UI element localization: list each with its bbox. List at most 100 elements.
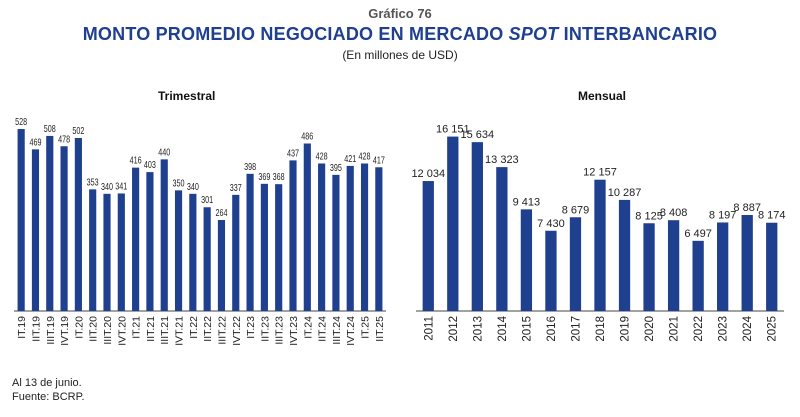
value-label: 13 323 bbox=[485, 154, 519, 166]
x-tick-label: 2023 bbox=[718, 316, 730, 342]
x-tick-label: IT.24 bbox=[302, 316, 314, 339]
x-tick-label: 2020 bbox=[644, 316, 656, 342]
x-tick-label: IT.21 bbox=[131, 316, 143, 339]
title-text-2: INTERBANCARIO bbox=[558, 24, 718, 44]
value-label: 398 bbox=[244, 161, 256, 172]
value-label: 350 bbox=[173, 177, 185, 188]
x-tick-label: 2013 bbox=[472, 316, 484, 342]
x-tick-label: IVT.22 bbox=[231, 316, 243, 346]
x-tick-label: IT.25 bbox=[360, 316, 372, 339]
x-tick-label: IIT.24 bbox=[317, 316, 329, 342]
footnote: Al 13 de junio. bbox=[12, 377, 82, 389]
value-label: 337 bbox=[230, 182, 242, 193]
bar-2019 bbox=[618, 199, 631, 311]
bar-IT.25 bbox=[360, 163, 369, 311]
value-label: 369 bbox=[258, 171, 270, 182]
bar-IIT.19 bbox=[31, 149, 40, 311]
value-label: 395 bbox=[330, 162, 342, 173]
x-tick-label: IIIT.22 bbox=[216, 316, 228, 345]
x-tick-label: IIT.25 bbox=[374, 316, 386, 342]
bar-IIIT.22 bbox=[217, 220, 226, 311]
bar-IT.23 bbox=[246, 173, 254, 311]
x-tick-label: IIT.19 bbox=[30, 316, 42, 342]
bar-IIT.24 bbox=[318, 163, 326, 311]
bar-2021 bbox=[667, 220, 680, 311]
x-tick-label: IVT.19 bbox=[59, 316, 71, 346]
bar-IIT.21 bbox=[146, 172, 154, 311]
value-label: 437 bbox=[287, 147, 299, 158]
bar-IIT.22 bbox=[203, 207, 211, 311]
bar-IIIT.23 bbox=[275, 184, 283, 311]
x-tick-label: IT.19 bbox=[16, 316, 28, 339]
bar-IT.22 bbox=[189, 193, 197, 311]
value-label: 10 287 bbox=[608, 187, 642, 199]
bar-IVT.20 bbox=[117, 193, 125, 311]
value-label: 403 bbox=[144, 159, 156, 170]
value-label: 12 034 bbox=[411, 168, 445, 180]
value-label: 15 634 bbox=[461, 129, 495, 141]
value-label: 428 bbox=[316, 150, 328, 161]
bar-2020 bbox=[643, 223, 655, 311]
x-tick-label: IT.20 bbox=[73, 316, 85, 339]
value-label: 469 bbox=[29, 136, 41, 147]
value-label: 502 bbox=[72, 125, 84, 136]
bar-IVT.23 bbox=[289, 160, 297, 311]
x-tick-label: IIT.23 bbox=[259, 316, 271, 342]
value-label: 8 125 bbox=[635, 210, 663, 222]
x-tick-label: IIT.21 bbox=[145, 316, 157, 342]
value-label: 353 bbox=[87, 176, 99, 187]
bar-IT.19 bbox=[17, 129, 25, 311]
value-label: 7 430 bbox=[537, 218, 565, 230]
bar-2013 bbox=[471, 142, 483, 311]
bar-2011 bbox=[422, 181, 434, 311]
x-tick-label: IIIT.23 bbox=[274, 316, 286, 345]
value-label: 417 bbox=[373, 154, 385, 165]
title-text-spot: SPOT bbox=[508, 24, 559, 44]
x-tick-label: 2014 bbox=[497, 315, 509, 341]
x-tick-label: 2024 bbox=[742, 315, 754, 341]
panel-title-quarterly: Trimestral bbox=[158, 89, 216, 103]
x-tick-label: IIT.22 bbox=[202, 316, 214, 342]
x-tick-label: 2025 bbox=[767, 316, 779, 342]
x-tick-label: IIIT.19 bbox=[45, 316, 57, 345]
x-tick-label: IVT.23 bbox=[288, 316, 300, 346]
value-label: 340 bbox=[187, 181, 199, 192]
value-label: 428 bbox=[359, 150, 371, 161]
value-label: 368 bbox=[273, 171, 285, 182]
bar-IIIT.21 bbox=[160, 159, 168, 311]
value-label: 12 157 bbox=[583, 167, 617, 179]
bar-2016 bbox=[545, 230, 557, 311]
value-label: 16 151 bbox=[436, 124, 470, 136]
x-tick-label: 2019 bbox=[620, 316, 632, 342]
bar-IIIT.24 bbox=[332, 174, 340, 311]
bar-2018 bbox=[594, 179, 606, 311]
x-tick-label: IT.23 bbox=[245, 316, 257, 339]
value-label: 478 bbox=[58, 133, 70, 144]
x-tick-label: IVT.21 bbox=[174, 316, 186, 346]
value-label: 9 413 bbox=[513, 196, 541, 208]
x-tick-label: 2016 bbox=[546, 316, 558, 342]
bar-IIT.25 bbox=[375, 167, 383, 311]
bar-IIT.23 bbox=[260, 183, 268, 311]
bar-IVT.22 bbox=[232, 194, 240, 311]
title-text-1: MONTO PROMEDIO NEGOCIADO EN MERCADO bbox=[82, 24, 509, 44]
x-tick-label: 2012 bbox=[448, 316, 460, 342]
value-label: 264 bbox=[215, 207, 227, 218]
bar-2017 bbox=[569, 217, 582, 311]
x-tick-label: 2022 bbox=[693, 316, 705, 342]
value-label: 341 bbox=[115, 180, 127, 191]
x-tick-label: IIIT.24 bbox=[331, 316, 343, 345]
bar-IVT.21 bbox=[174, 190, 183, 311]
bar-2022 bbox=[692, 240, 704, 311]
panel-title-monthly: Mensual bbox=[578, 89, 627, 103]
value-label: 528 bbox=[15, 116, 27, 127]
bar-2014 bbox=[496, 167, 508, 311]
x-tick-label: IIT.20 bbox=[88, 316, 100, 342]
bar-2015 bbox=[520, 209, 533, 311]
value-label: 301 bbox=[201, 194, 213, 205]
value-label: 8 197 bbox=[709, 209, 737, 221]
x-tick-label: IIIT.21 bbox=[159, 316, 171, 345]
bar-IVT.24 bbox=[346, 165, 354, 311]
value-label: 8 887 bbox=[733, 202, 761, 214]
